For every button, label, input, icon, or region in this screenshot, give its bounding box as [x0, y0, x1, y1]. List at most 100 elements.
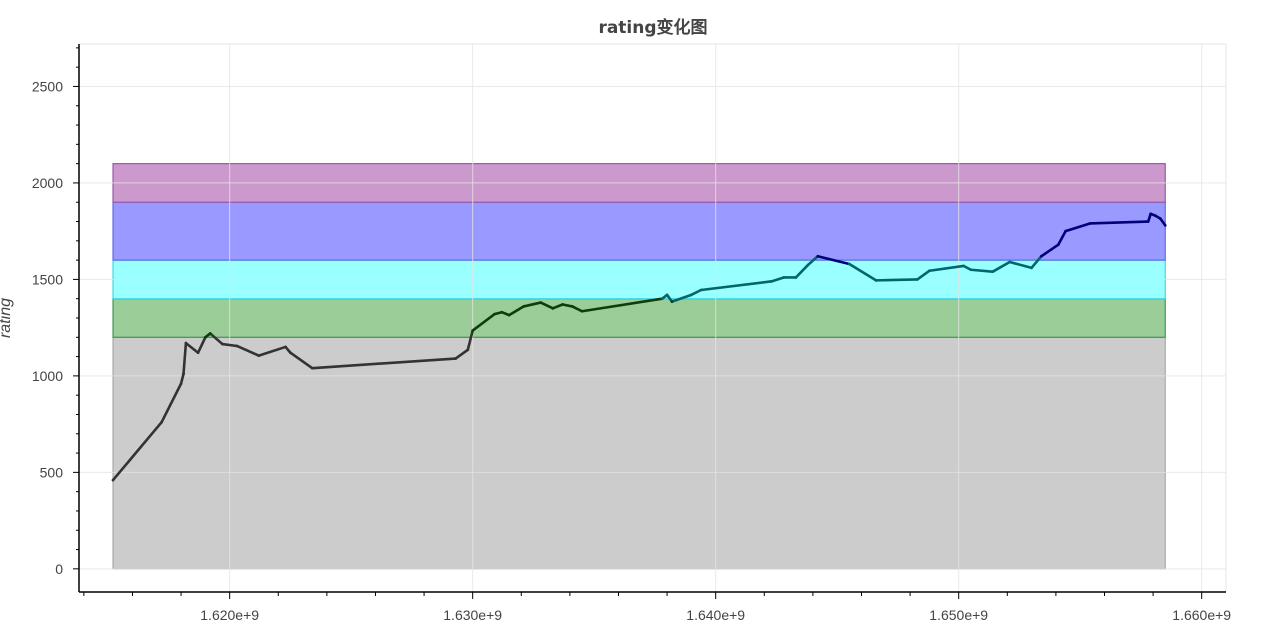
rating-line-segment — [111, 420, 163, 482]
rating-line-segment — [310, 357, 457, 370]
rating-point — [1057, 243, 1060, 246]
rating-line-segment — [1057, 229, 1067, 246]
chart-title: rating变化图 — [598, 17, 707, 38]
y-tick-label: 500 — [40, 464, 64, 480]
rating-point — [284, 345, 287, 349]
rating-line-segment — [522, 301, 543, 308]
rating-point — [204, 335, 207, 339]
rating-point — [179, 382, 183, 385]
rating-point — [310, 366, 314, 370]
rating-line-segment — [794, 263, 810, 279]
rating-point — [551, 307, 555, 310]
rating-line-segment — [962, 264, 973, 272]
x-tick-label: 1.630e+9 — [443, 607, 502, 623]
y-tick-label: 2500 — [32, 78, 63, 94]
rating-point — [571, 305, 574, 308]
rating-line-segment — [969, 268, 995, 273]
rating-point — [1154, 214, 1157, 218]
rating-point — [493, 312, 496, 316]
rating-line-segment — [770, 276, 786, 283]
rating-line-segment — [289, 351, 314, 370]
rating-point — [991, 270, 995, 273]
rating-point — [1088, 222, 1092, 225]
rating-point — [928, 269, 931, 273]
rating-line-segment — [874, 278, 919, 282]
rating-point — [1163, 224, 1167, 227]
rating-point — [257, 354, 261, 357]
rating-point — [806, 263, 810, 267]
rating-line-segment — [699, 280, 773, 292]
rating-line-segment — [690, 288, 703, 297]
rating-point — [471, 329, 474, 332]
rating-line-segment — [208, 332, 224, 346]
rating-line-segment — [466, 329, 474, 352]
rating-point — [1159, 217, 1162, 220]
rating-line-segment — [571, 305, 584, 313]
rating-line-segment — [1159, 217, 1167, 227]
rating-line-segment — [182, 341, 188, 376]
rating-line-segment — [670, 293, 693, 303]
rating-line-segment — [257, 345, 287, 357]
rating-line-segment — [848, 262, 878, 282]
rating-point — [289, 351, 292, 355]
x-tick-label: 1.640e+9 — [686, 607, 745, 623]
rating-line-segment — [160, 382, 183, 424]
rating-point — [500, 310, 504, 314]
rating-point — [1064, 229, 1067, 233]
rating-point — [182, 372, 185, 376]
rating-line-segment — [184, 341, 200, 355]
rating-line-segment — [806, 254, 820, 267]
rating-line-segment — [665, 293, 674, 303]
rating-line-segment — [235, 344, 261, 357]
rating-point — [522, 305, 526, 308]
rating-point — [770, 280, 773, 283]
rating-band-1 — [112, 298, 1166, 338]
rating-point — [1146, 220, 1150, 223]
rating-point — [816, 254, 820, 258]
rating-line-segment — [1030, 254, 1043, 270]
rating-point — [699, 288, 703, 292]
rating-point — [794, 276, 798, 279]
rating-point — [962, 264, 965, 268]
rating-point — [184, 341, 188, 345]
rating-line-segment — [1008, 260, 1033, 270]
rating-line-segment — [500, 310, 511, 317]
y-tick-label: 2000 — [32, 175, 63, 191]
rating-line-segment — [1088, 220, 1150, 225]
rating-point — [1030, 266, 1033, 270]
rating-line-segment — [539, 301, 555, 310]
rating-point — [539, 301, 543, 304]
rating-line-segment — [580, 297, 664, 313]
rating-line-segment — [196, 335, 207, 355]
rating-point — [160, 420, 163, 424]
rating-line-segment — [551, 303, 564, 310]
rating-bands — [112, 163, 1166, 570]
rating-point — [208, 332, 212, 335]
rating-point — [874, 279, 878, 282]
rating-line-segment — [1146, 212, 1152, 223]
rating-point — [221, 342, 224, 346]
rating-line-segment — [454, 348, 470, 360]
x-tick-label: 1.650e+9 — [929, 607, 988, 623]
rating-line-segment — [179, 372, 185, 385]
rating-line-segment — [221, 342, 239, 348]
rating-line-group — [111, 212, 1167, 482]
rating-line-segment — [561, 303, 574, 308]
rating-point — [1149, 212, 1152, 216]
rating-point — [1040, 254, 1043, 258]
rating-line-segment — [916, 269, 931, 281]
axes: 0 500 1000 1500 2000 2500 1.620e+9 1.630e+9 1.64… — [32, 44, 1231, 623]
rating-point — [665, 293, 669, 297]
y-tick-label: 1500 — [32, 271, 63, 287]
y-tick-label: 0 — [55, 561, 63, 577]
rating-point — [690, 293, 693, 297]
rating-point — [660, 297, 664, 301]
rating-line-segment — [816, 254, 851, 266]
rating-point — [454, 357, 457, 360]
y-axis-label: rating — [0, 298, 14, 338]
rating-line-segment — [471, 312, 496, 332]
rating-line-segment — [1040, 243, 1060, 258]
grid-lines — [79, 43, 1227, 592]
rating-point — [782, 276, 786, 279]
rating-line-segment — [507, 305, 526, 317]
